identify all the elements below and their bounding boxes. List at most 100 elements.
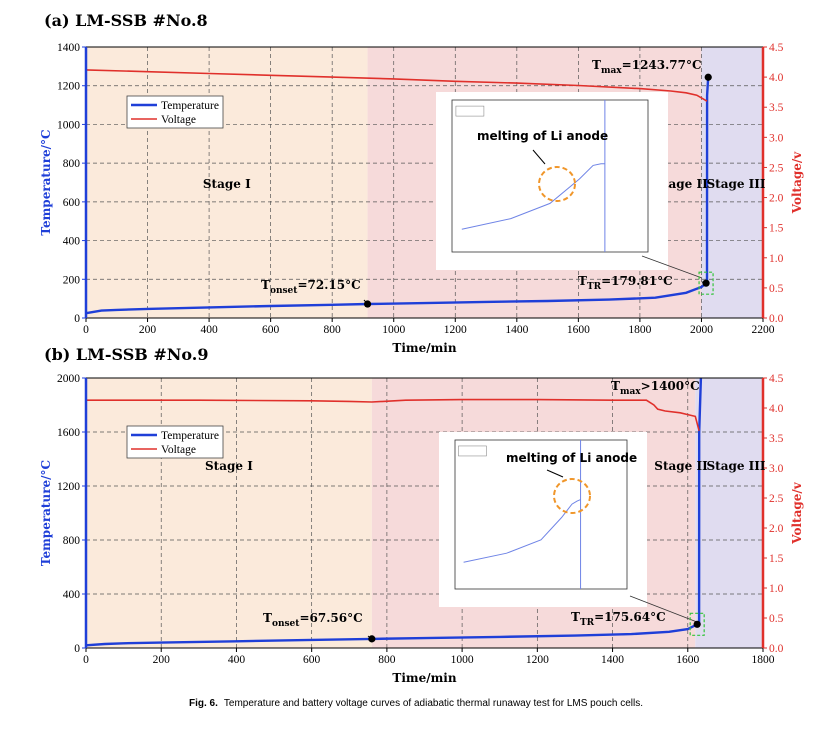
- annotation-main: T: [261, 278, 270, 292]
- y2-tick-label: 0.5: [769, 613, 784, 625]
- y2-tick-label: 4.0: [769, 403, 784, 415]
- y-tick-label: 600: [63, 197, 81, 209]
- annotation-subscript: TR: [587, 282, 602, 292]
- inset-arrow: [532, 149, 546, 165]
- stage-label: Stage I: [203, 177, 251, 191]
- annotation-main: T: [571, 610, 580, 624]
- y-axis-label: Temperature/°C: [39, 129, 53, 235]
- y2-axis-label: Voltage/v: [790, 481, 804, 544]
- stage-label: Stage II: [654, 459, 708, 473]
- annotation-main: T: [592, 58, 601, 72]
- tr-highlight-box: [698, 271, 714, 295]
- y2-tick-label: 0.5: [769, 283, 784, 295]
- annotation-subscript: TR: [580, 618, 595, 628]
- inset-leader-line: [629, 595, 698, 623]
- y2-tick-label: 1.0: [769, 583, 784, 595]
- y2-tick-label: 3.0: [769, 463, 784, 475]
- annotation-label: TTR=175.64°C: [571, 610, 666, 628]
- annotation-value: =72.15°C: [297, 278, 360, 292]
- annotation-subscript: onset: [270, 286, 298, 296]
- y-tick-label: 1200: [57, 481, 80, 493]
- x-tick-label: 2200: [752, 324, 775, 336]
- x-tick-label: 800: [378, 654, 396, 666]
- x-tick-label: 2000: [690, 324, 713, 336]
- inset-legend-box: [455, 105, 485, 117]
- annotation-value: =1243.77°C: [622, 58, 702, 72]
- series-voltage-line: [85, 69, 708, 102]
- x-tick-label: 600: [303, 654, 321, 666]
- inset-label: melting of Li anode: [506, 451, 637, 465]
- stage-region: [86, 47, 368, 318]
- annotation-main: T: [578, 274, 587, 288]
- legend-entry: Voltage: [161, 114, 196, 126]
- x-tick-label: 200: [139, 324, 157, 336]
- y2-tick-label: 4.5: [769, 42, 784, 54]
- x-tick-label: 600: [262, 324, 280, 336]
- y-axis-label: Temperature/°C: [39, 460, 53, 566]
- caption-label: Fig. 6.: [189, 698, 218, 709]
- annotation-pointer: [701, 281, 707, 284]
- x-tick-label: 0: [83, 324, 89, 336]
- annotation-label: Tonset=67.56°C: [263, 611, 363, 629]
- stage-label: Stage I: [205, 459, 253, 473]
- x-tick-label: 1800: [628, 324, 651, 336]
- stage-region: [701, 47, 763, 318]
- inset-highlight-circle: [538, 166, 576, 202]
- annotation-pointer: [705, 74, 709, 78]
- annotation-label: Tonset=72.15°C: [261, 278, 361, 296]
- inset-temperature-curve: [461, 163, 605, 230]
- stage-label: Stage III: [706, 459, 765, 473]
- x-tick-label: 1600: [567, 324, 590, 336]
- annotation-pointer: [367, 635, 373, 640]
- x-tick-label: 1800: [752, 654, 775, 666]
- x-tick-label: 1200: [526, 654, 549, 666]
- y2-tick-label: 3.0: [769, 132, 784, 144]
- annotation-value: =179.81°C: [601, 274, 673, 288]
- x-axis-label: Time/min: [392, 341, 456, 355]
- y2-tick-label: 3.5: [769, 433, 784, 445]
- annotation-value: =175.64°C: [594, 610, 666, 624]
- y-tick-label: 1000: [57, 119, 80, 131]
- x-tick-label: 1200: [444, 324, 467, 336]
- annotation-value: =67.56°C: [299, 611, 362, 625]
- inset-background: [439, 432, 647, 607]
- y2-tick-label: 4.5: [769, 373, 784, 385]
- panel-title: (a) LM-SSB #No.8: [44, 11, 208, 30]
- x-tick-label: 1000: [451, 654, 474, 666]
- y-tick-label: 2000: [57, 373, 80, 385]
- x-tick-label: 1600: [676, 654, 699, 666]
- y-tick-label: 200: [63, 274, 81, 286]
- y2-tick-label: 0.0: [769, 643, 784, 655]
- inset-highlight-circle: [553, 478, 591, 514]
- stage-region: [695, 378, 763, 648]
- legend-box: [126, 95, 224, 129]
- annotation-main: T: [611, 379, 620, 393]
- y2-tick-label: 1.5: [769, 553, 784, 565]
- tr-highlight-box: [689, 612, 705, 636]
- x-tick-label: 1400: [505, 324, 528, 336]
- legend-box: [126, 425, 224, 459]
- y-tick-label: 400: [63, 236, 81, 248]
- y2-tick-label: 3.5: [769, 102, 784, 114]
- inset-frame: [451, 99, 649, 253]
- panel-b: 0 200 400 600 800 1000 1200 1400 1600 1800 0 400 800…: [39, 345, 804, 685]
- inset-frame: [454, 439, 628, 590]
- x-tick-label: 400: [200, 324, 218, 336]
- y-tick-label: 0: [74, 313, 80, 325]
- annotation-subscript: max: [601, 66, 622, 76]
- stage-region: [86, 378, 372, 648]
- y-tick-label: 800: [63, 535, 81, 547]
- y-tick-label: 400: [63, 589, 81, 601]
- panel-a: 0 200 400 600 800 1000 1200 1400 1600 1800 2000 220…: [39, 11, 804, 355]
- y-tick-label: 1600: [57, 427, 80, 439]
- y2-tick-label: 2.0: [769, 193, 784, 205]
- x-tick-label: 400: [228, 654, 246, 666]
- y2-tick-label: 2.5: [769, 162, 784, 174]
- x-tick-label: 1400: [601, 654, 624, 666]
- y2-tick-label: 2.5: [769, 493, 784, 505]
- inset-leader-line: [641, 255, 703, 279]
- inset-legend-box: [458, 445, 487, 457]
- y-tick-label: 1400: [57, 42, 80, 54]
- inset-arrow: [546, 469, 564, 478]
